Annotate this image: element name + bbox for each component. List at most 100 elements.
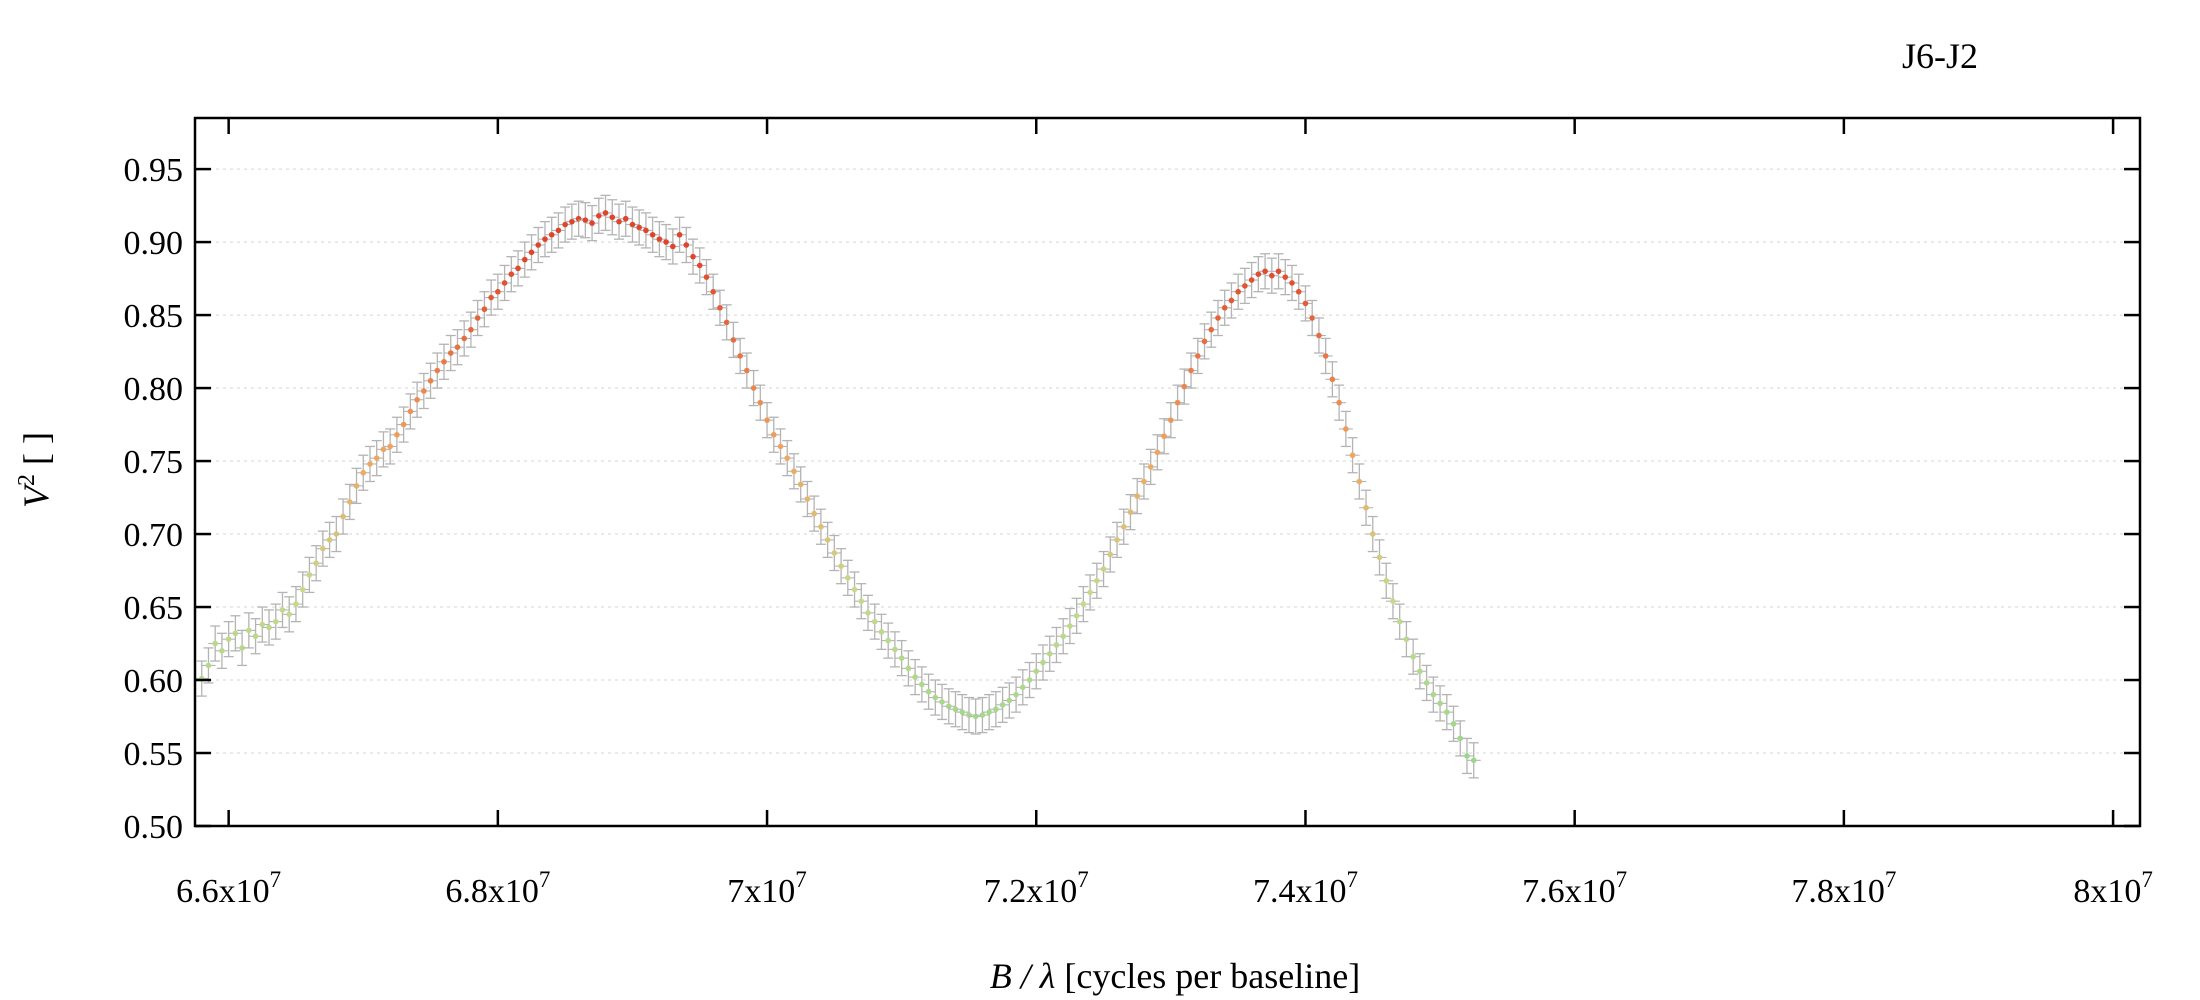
data-point xyxy=(1433,685,1448,722)
data-point xyxy=(820,521,835,559)
data-point xyxy=(423,362,438,399)
y-tick-label: 0.75 xyxy=(124,444,184,481)
data-point xyxy=(881,622,896,659)
data-point xyxy=(1332,384,1347,421)
y-tick-label: 0.55 xyxy=(124,736,184,773)
data-point xyxy=(497,264,512,302)
data-point xyxy=(955,693,970,731)
data-point xyxy=(349,467,364,505)
data-point xyxy=(558,206,573,243)
data-point xyxy=(309,545,324,582)
y-tick-label: 0.80 xyxy=(124,371,184,408)
data-point xyxy=(255,606,270,643)
data-point xyxy=(813,508,828,545)
data-point xyxy=(638,212,653,249)
data-point xyxy=(356,454,371,491)
data-point xyxy=(585,204,600,242)
data-point xyxy=(1305,299,1320,337)
data-point xyxy=(632,209,647,246)
data-point xyxy=(827,534,842,572)
data-point xyxy=(739,352,754,389)
data-point xyxy=(968,698,983,735)
data-point xyxy=(1318,337,1333,375)
data-point xyxy=(1459,737,1474,775)
data-point xyxy=(941,688,956,725)
data-point xyxy=(1278,258,1293,296)
data-point xyxy=(1311,317,1326,354)
data-point xyxy=(1170,384,1185,421)
data-point xyxy=(1143,448,1158,486)
data-point xyxy=(416,372,431,410)
y-gridlines xyxy=(195,168,2140,754)
data-point xyxy=(262,609,277,646)
data-point xyxy=(1345,437,1360,474)
data-point xyxy=(706,273,721,310)
x-axis-label: B / λ [cycles per baseline] xyxy=(990,956,1360,996)
data-point xyxy=(490,273,505,310)
data-point xyxy=(605,199,620,236)
data-points xyxy=(194,194,1481,779)
data-point xyxy=(1116,508,1131,545)
data-point xyxy=(1217,289,1232,326)
data-point xyxy=(437,343,452,380)
data-point xyxy=(336,498,351,535)
data-point xyxy=(800,480,815,518)
data-point xyxy=(1258,253,1273,290)
data-point xyxy=(443,334,458,372)
data-point xyxy=(894,639,909,677)
data-point xyxy=(1056,618,1071,655)
data-point xyxy=(1352,463,1367,500)
chart-title: J6-J2 xyxy=(1902,36,1978,76)
data-point xyxy=(282,596,297,633)
data-point xyxy=(1271,253,1286,290)
data-point xyxy=(699,258,714,296)
data-point xyxy=(1251,256,1266,293)
data-point xyxy=(726,321,741,359)
x-tick-label: 7.8x107 xyxy=(1791,867,1896,910)
data-point xyxy=(1237,267,1252,305)
data-point xyxy=(1150,434,1165,471)
data-point xyxy=(1325,361,1340,398)
data-point xyxy=(1426,676,1441,713)
data-point xyxy=(1446,705,1461,742)
data-point xyxy=(288,585,303,623)
data-point xyxy=(1035,644,1050,681)
data-point xyxy=(369,439,384,477)
x-tick-label: 6.6x107 xyxy=(176,867,281,910)
data-point xyxy=(524,234,539,271)
x-tick-label: 7.6x107 xyxy=(1522,867,1627,910)
data-point xyxy=(511,250,526,287)
data-point xyxy=(1466,742,1481,779)
data-point xyxy=(686,238,701,275)
data-point xyxy=(1264,257,1279,294)
y-tick-label: 0.50 xyxy=(124,809,184,846)
data-point xyxy=(342,483,357,521)
data-point xyxy=(1177,368,1192,405)
data-point xyxy=(430,352,445,389)
data-point xyxy=(1096,550,1111,588)
data-point xyxy=(793,466,808,503)
data-point xyxy=(645,216,660,253)
data-point xyxy=(450,329,465,366)
x-tick-label: 7.4x107 xyxy=(1253,867,1358,910)
data-point xyxy=(389,416,404,453)
data-point xyxy=(484,279,499,316)
data-point xyxy=(807,495,822,532)
data-point xyxy=(786,453,801,490)
data-point xyxy=(1298,285,1313,322)
data-point xyxy=(659,223,674,261)
data-point xyxy=(315,530,330,567)
data-point xyxy=(780,439,795,477)
data-point xyxy=(1338,410,1353,448)
data-point xyxy=(1009,676,1024,713)
data-point xyxy=(1015,669,1030,706)
data-point xyxy=(457,320,472,357)
data-point xyxy=(322,521,337,559)
data-point xyxy=(241,612,256,649)
data-point xyxy=(975,696,990,734)
data-point xyxy=(1002,682,1017,719)
plot-frame xyxy=(193,116,2142,828)
data-point xyxy=(517,241,532,278)
data-point xyxy=(840,559,855,597)
data-point xyxy=(598,194,613,232)
